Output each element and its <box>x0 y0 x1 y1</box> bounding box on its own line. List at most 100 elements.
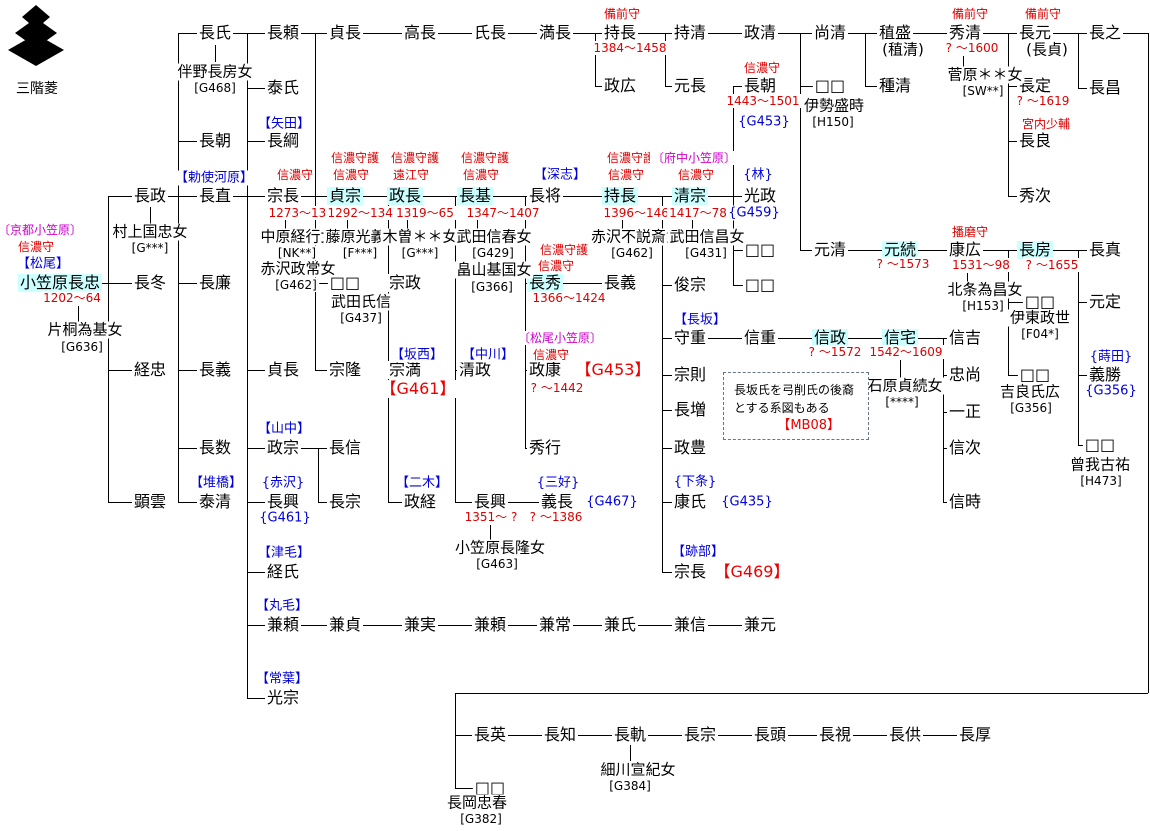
reference-code: [G437] <box>338 311 384 325</box>
connector-line <box>733 86 734 285</box>
person-name: 宗隆 <box>326 360 364 379</box>
connector-line <box>900 360 901 378</box>
person-name: 兼貞 <box>326 615 364 634</box>
person-name: 長廉 <box>196 273 234 292</box>
connector-line <box>98 283 137 284</box>
red-years: ? 〜1442 <box>528 381 586 395</box>
kin-name: 北条為昌女 <box>945 280 1025 299</box>
person-name: 稙盛 <box>876 23 914 42</box>
red-title: 信濃守護 <box>537 243 591 257</box>
three-tier-diamond-icon <box>8 5 64 66</box>
kin-name: 伊東政世 <box>1007 308 1073 327</box>
person-name: 兼頼 <box>264 615 302 634</box>
person-name: 長定 <box>1016 76 1054 95</box>
person-name: 長朝 <box>741 76 779 95</box>
connector-line <box>692 220 693 231</box>
blue-branch-label: 【堆橋】 <box>187 475 245 491</box>
person-name: 泰氏 <box>264 78 302 97</box>
blue-branch-label: {林} <box>741 167 775 183</box>
person-name: 長軌 <box>611 725 649 744</box>
person-name: 宗長 <box>671 562 709 581</box>
person-name: 信吉 <box>946 328 984 347</box>
red-title: 信濃守 <box>605 168 647 182</box>
reference-code: [NK**] <box>275 246 319 260</box>
kin-name: 赤沢政常女 <box>258 259 338 278</box>
person-name: 信時 <box>946 492 984 511</box>
person-name-highlighted: 清宗 <box>671 186 709 205</box>
connector-line <box>178 33 179 502</box>
note-box: 長坂氏を弓削氏の後裔 とする系図もある 【MB08】 <box>723 372 869 440</box>
connector-line <box>455 196 456 502</box>
reference-code: [H473] <box>1078 474 1124 488</box>
person-name: 政清 <box>741 23 779 42</box>
red-years: 1319〜65 <box>394 206 456 220</box>
person-name: 兼実 <box>401 615 439 634</box>
person-name: 尚清 <box>811 23 849 42</box>
red-years: 1417〜78 <box>667 206 729 220</box>
connector-line <box>595 86 607 87</box>
connector-line <box>388 196 389 502</box>
kin-name: 石原貞続女 <box>865 376 945 395</box>
red-years: 1273〜1330 <box>266 206 344 220</box>
reference-code: [H150] <box>810 115 856 129</box>
connector-line <box>455 693 1148 694</box>
blue-branch-label: 【中川】 <box>459 347 517 363</box>
red-years: 1351〜 ? <box>462 510 520 524</box>
reference-code: [G382] <box>458 812 504 826</box>
person-name: 光政 <box>741 186 779 205</box>
red-title: 遠江守 <box>390 168 432 182</box>
connector-line <box>1148 33 1149 693</box>
connector-line <box>800 33 801 250</box>
connector-line <box>1008 33 1009 196</box>
connector-line <box>318 448 319 502</box>
connector-line <box>215 45 216 62</box>
person-name: 長良 <box>1016 131 1054 150</box>
person-name: 政豊 <box>671 438 709 457</box>
person-name-highlighted: 長基 <box>456 186 494 205</box>
blue-branch-label: 【坂西】 <box>388 347 446 363</box>
red-title: 信濃守護 <box>458 151 512 165</box>
person-name: 持清 <box>671 23 709 42</box>
connector-line <box>1078 302 1092 303</box>
person-name: 光宗 <box>264 688 302 707</box>
magenta-branch-label: 〔京都小笠原〕 <box>0 223 85 237</box>
blue-branch-label: 【松尾】 <box>14 256 72 272</box>
person-name: □□ <box>327 273 363 292</box>
connector-line <box>1008 302 1027 303</box>
person-name: 長興 <box>471 492 509 511</box>
connector-line <box>800 250 1090 251</box>
note-reference-code: 【MB08】 <box>777 418 840 433</box>
red-years: 1396〜1462 <box>601 206 679 220</box>
red-title: 信濃守 <box>530 348 572 362</box>
connector-line <box>490 525 491 541</box>
person-name: 忠尚 <box>946 365 984 384</box>
blue-branch-label: 【二木】 <box>393 475 451 491</box>
connector-line <box>178 370 202 371</box>
connector-line <box>662 375 677 376</box>
connector-line <box>108 196 109 502</box>
person-name: 清政 <box>456 360 494 379</box>
kin-name: 伊勢盛時 <box>801 96 867 115</box>
blue-branch-label: {G356} <box>1083 383 1139 399</box>
connector-line <box>315 33 316 370</box>
person-name: 長義 <box>196 360 234 379</box>
connector-line <box>1078 250 1079 445</box>
person-name: 義長 <box>538 492 576 511</box>
connector-line <box>178 141 202 142</box>
person-name: 長直 <box>196 186 234 205</box>
person-name: 兼頼 <box>471 615 509 634</box>
person-name: 秀行 <box>526 438 564 457</box>
person-name: 元長 <box>671 76 709 95</box>
red-years: 1384〜1458 <box>591 41 669 55</box>
crest-label: 三階菱 <box>16 81 58 97</box>
connector-line <box>662 338 952 339</box>
connector-line <box>963 56 964 69</box>
person-name: 秀次 <box>1016 186 1054 205</box>
kin-name: 片桐為基女 <box>45 320 125 339</box>
person-name: 政広 <box>601 76 639 95</box>
kin-name: 小笠原長隆女 <box>452 538 548 557</box>
connector-line <box>662 285 677 286</box>
connector-line <box>525 283 621 284</box>
connector-line <box>967 273 968 284</box>
connector-line <box>525 196 526 448</box>
